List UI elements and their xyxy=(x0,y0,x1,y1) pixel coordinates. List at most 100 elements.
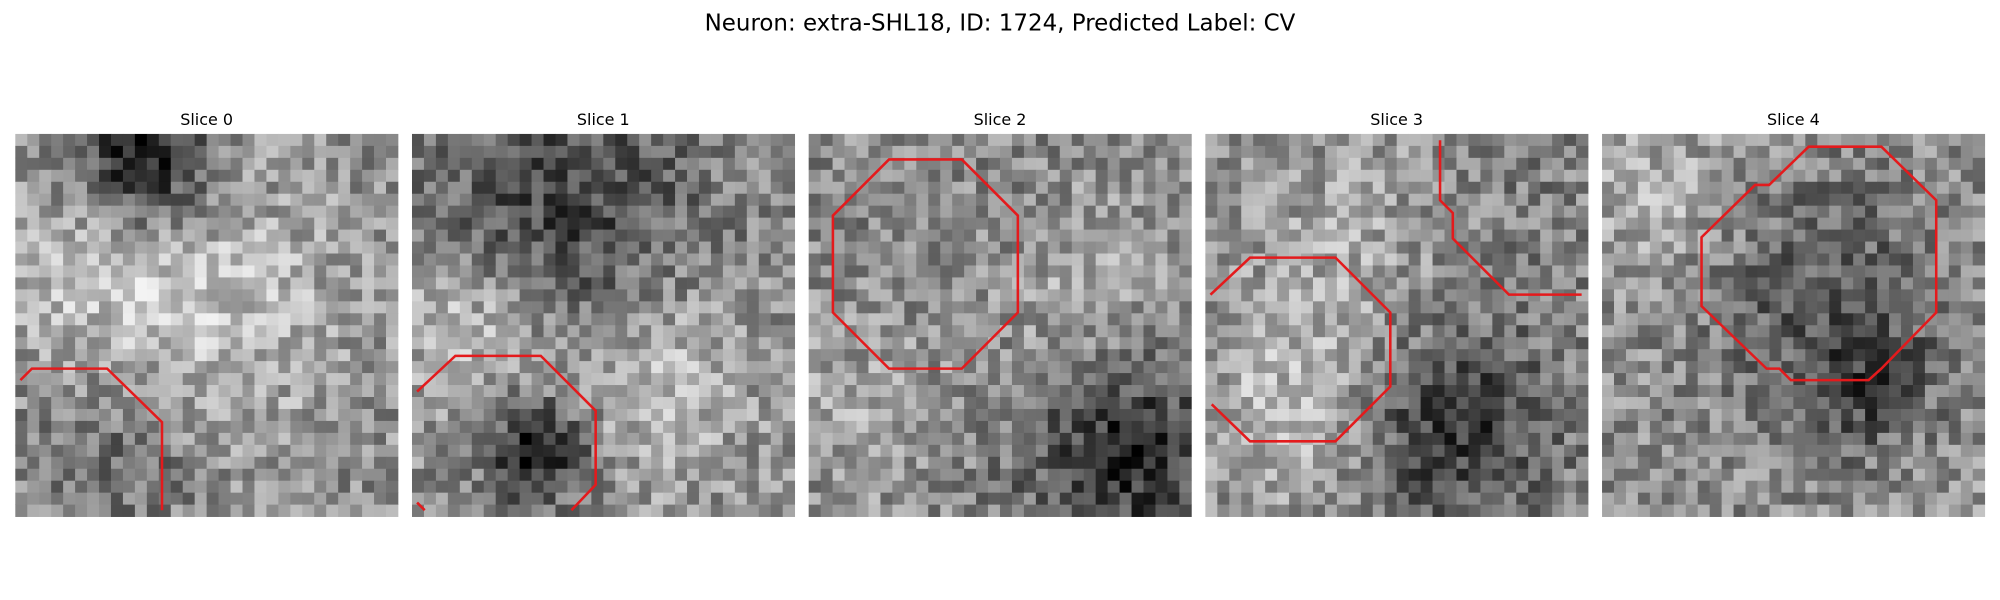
pixel xyxy=(1023,217,1037,230)
pixel xyxy=(892,277,905,290)
pixel xyxy=(374,229,387,242)
pixel xyxy=(832,157,845,171)
pixel xyxy=(952,349,965,362)
pixel xyxy=(206,157,219,171)
pixel xyxy=(134,217,148,230)
pixel xyxy=(698,289,712,302)
pixel xyxy=(531,397,544,410)
pixel xyxy=(1253,492,1266,506)
pixel xyxy=(734,205,748,219)
pixel xyxy=(519,193,532,207)
pixel xyxy=(63,444,76,458)
pixel xyxy=(820,361,833,374)
pixel xyxy=(1576,193,1589,207)
pixel xyxy=(1480,397,1493,410)
pixel xyxy=(170,349,184,362)
pixel xyxy=(218,349,231,362)
pixel xyxy=(110,337,124,350)
pixel xyxy=(722,397,736,410)
pixel xyxy=(1936,157,1950,171)
pixel xyxy=(170,385,184,398)
pixel xyxy=(1602,193,1615,207)
pixel xyxy=(99,301,112,314)
pixel xyxy=(1552,157,1565,171)
pixel xyxy=(1540,277,1553,290)
slice-image xyxy=(15,133,399,517)
pixel xyxy=(1889,444,1902,458)
pixel xyxy=(1637,289,1651,302)
pixel xyxy=(242,420,255,434)
pixel xyxy=(1241,265,1254,278)
pixel xyxy=(1229,408,1242,422)
pixel xyxy=(87,468,100,482)
pixel xyxy=(338,289,351,302)
pixel xyxy=(1408,169,1421,183)
pixel xyxy=(63,492,76,506)
pixel xyxy=(1853,193,1866,207)
pixel xyxy=(386,301,399,314)
pixel xyxy=(1540,205,1553,219)
pixel xyxy=(1217,337,1230,350)
pixel xyxy=(722,241,736,254)
pixel xyxy=(314,373,327,386)
pixel xyxy=(87,385,100,398)
pixel xyxy=(1167,420,1180,434)
pixel xyxy=(1649,145,1663,159)
pixel xyxy=(1468,145,1481,159)
pixel xyxy=(663,217,676,230)
pixel xyxy=(1793,145,1806,159)
pixel xyxy=(1179,145,1192,159)
pixel xyxy=(1372,157,1386,171)
pixel xyxy=(122,193,136,207)
pixel xyxy=(844,145,857,159)
pixel xyxy=(122,432,136,446)
pixel xyxy=(1456,217,1469,230)
pixel xyxy=(579,468,592,482)
pixel xyxy=(302,133,315,147)
pixel xyxy=(1793,181,1806,195)
pixel xyxy=(1649,456,1663,470)
pixel xyxy=(350,265,363,278)
pixel xyxy=(507,301,520,314)
pixel xyxy=(1673,181,1687,195)
pixel xyxy=(1432,289,1445,302)
pixel xyxy=(63,277,76,290)
pixel xyxy=(1095,492,1109,506)
pixel xyxy=(1757,241,1770,254)
pixel xyxy=(627,289,640,302)
pixel xyxy=(1047,253,1061,266)
pixel xyxy=(1000,420,1013,434)
pixel xyxy=(1023,265,1037,278)
pixel xyxy=(1071,432,1085,446)
pixel xyxy=(1841,277,1854,290)
pixel xyxy=(1360,241,1374,254)
pixel xyxy=(411,337,425,350)
pixel xyxy=(591,157,604,171)
pixel xyxy=(1155,265,1168,278)
pixel xyxy=(1602,169,1615,183)
pixel xyxy=(758,265,772,278)
pixel xyxy=(555,420,568,434)
pixel xyxy=(880,456,893,470)
pixel xyxy=(1685,181,1699,195)
pixel xyxy=(362,397,375,410)
pixel xyxy=(1492,468,1505,482)
pixel xyxy=(1781,397,1794,410)
pixel xyxy=(710,349,724,362)
pixel xyxy=(1948,313,1962,326)
pixel xyxy=(1709,277,1723,290)
pixel xyxy=(734,181,748,195)
pixel xyxy=(338,205,351,219)
pixel xyxy=(639,468,652,482)
pixel xyxy=(663,492,676,506)
pixel xyxy=(1456,145,1469,159)
pixel xyxy=(1143,385,1156,398)
pixel xyxy=(856,265,869,278)
pixel xyxy=(1685,349,1699,362)
pixel xyxy=(615,193,628,207)
pixel xyxy=(820,181,833,195)
pixel xyxy=(1540,361,1553,374)
pixel xyxy=(880,397,893,410)
pixel xyxy=(1900,145,1914,159)
pixel xyxy=(1312,397,1326,410)
